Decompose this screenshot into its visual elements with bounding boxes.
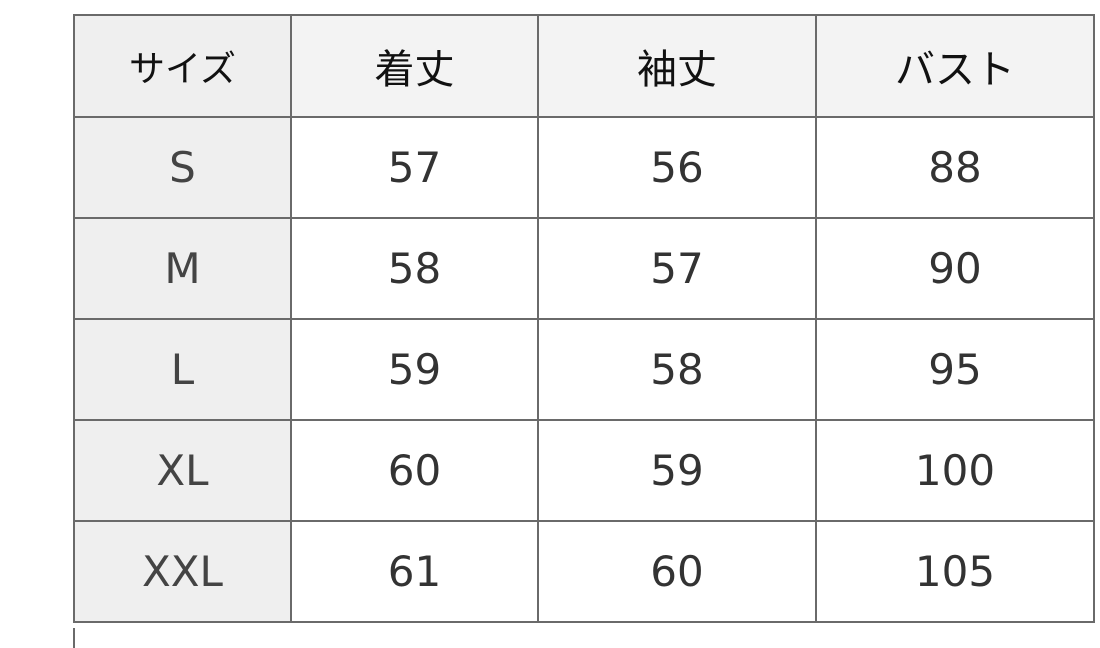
length-cell: 61 — [290, 520, 539, 623]
bust-cell: 105 — [815, 520, 1095, 623]
table-row: XXL 61 60 105 — [73, 520, 1095, 623]
table-row: XL 60 59 100 — [73, 419, 1095, 522]
length-cell: 59 — [290, 318, 539, 421]
header-row: サイズ 着丈 袖丈 バスト — [73, 14, 1095, 118]
bust-cell: 90 — [815, 217, 1095, 320]
size-chart-table: サイズ 着丈 袖丈 バスト S 57 56 88 M 58 57 90 L 59… — [73, 14, 1095, 623]
sleeve-cell: 57 — [537, 217, 817, 320]
sleeve-cell: 60 — [537, 520, 817, 623]
sleeve-cell: 58 — [537, 318, 817, 421]
size-cell: XL — [73, 419, 292, 522]
size-cell: XXL — [73, 520, 292, 623]
table-row: S 57 56 88 — [73, 116, 1095, 219]
size-cell: L — [73, 318, 292, 421]
bust-cell: 88 — [815, 116, 1095, 219]
bust-cell: 95 — [815, 318, 1095, 421]
header-sleeve: 袖丈 — [537, 14, 817, 118]
size-cell: S — [73, 116, 292, 219]
header-size: サイズ — [73, 14, 292, 118]
bust-cell: 100 — [815, 419, 1095, 522]
sleeve-cell: 59 — [537, 419, 817, 522]
length-cell: 58 — [290, 217, 539, 320]
sleeve-cell: 56 — [537, 116, 817, 219]
table-row: L 59 58 95 — [73, 318, 1095, 421]
header-bust: バスト — [815, 14, 1095, 118]
table-row: M 58 57 90 — [73, 217, 1095, 320]
header-length: 着丈 — [290, 14, 539, 118]
length-cell: 57 — [290, 116, 539, 219]
size-cell: M — [73, 217, 292, 320]
table-border-continuation — [73, 628, 75, 648]
length-cell: 60 — [290, 419, 539, 522]
